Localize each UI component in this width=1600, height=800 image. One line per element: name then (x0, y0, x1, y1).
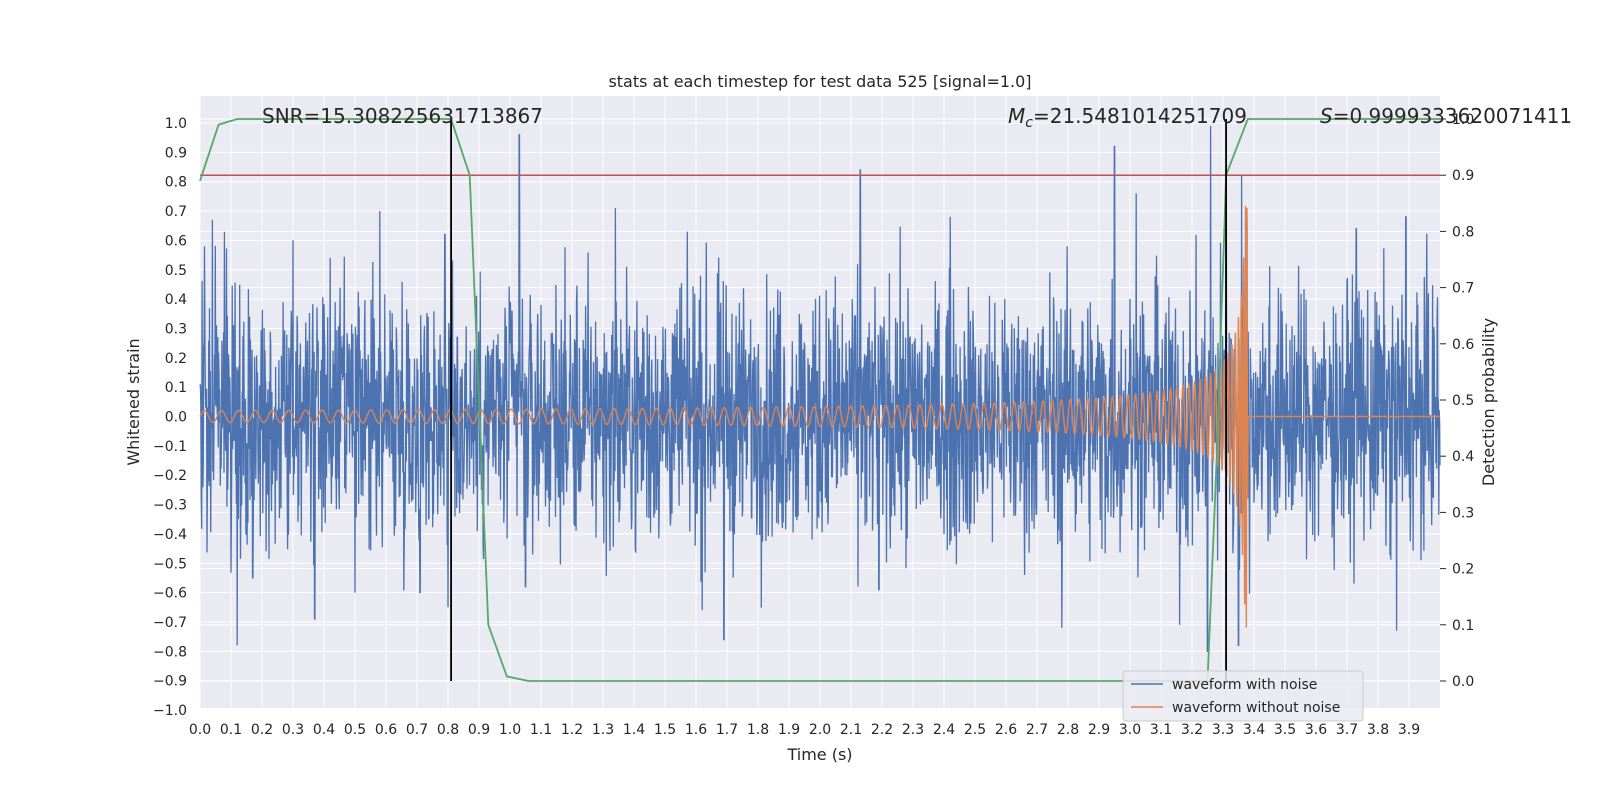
legend-item-noise: waveform with noise (1172, 677, 1317, 693)
x-tick-label: 1.7 (716, 722, 738, 738)
y-tick-label: −0.3 (153, 498, 187, 514)
y-tick-label: −0.6 (153, 586, 187, 602)
y2-tick-label: 0.0 (1452, 674, 1474, 690)
y-tick-label: 0.1 (165, 380, 187, 396)
chirp-mass-symbol: M (1008, 104, 1025, 128)
y-tick-label: −0.1 (153, 439, 187, 455)
x-tick-label: 0.2 (251, 722, 273, 738)
y-tick-label: −0.7 (153, 615, 187, 631)
legend-box (1122, 670, 1364, 722)
x-tick-label: 0.6 (375, 722, 397, 738)
x-tick-label: 2.2 (871, 722, 893, 738)
x-axis-label: Time (s) (786, 745, 852, 764)
x-tick-label: 1.0 (499, 722, 521, 738)
x-tick-label: 2.4 (933, 722, 955, 738)
x-tick-label: 1.5 (654, 722, 676, 738)
y-tick-label: −0.4 (153, 527, 187, 543)
y2-tick-label: 0.9 (1452, 168, 1474, 184)
y2-axis-label: Detection probability (1479, 318, 1498, 486)
chirp-mass-value: =21.5481014251709 (1033, 104, 1247, 128)
x-tick-label: 3.9 (1398, 722, 1420, 738)
x-tick-label: 3.5 (1274, 722, 1296, 738)
x-tick-label: 3.6 (1305, 722, 1327, 738)
s-value: =0.9999333620071411 (1333, 104, 1572, 128)
x-tick-label: 0.3 (282, 722, 304, 738)
x-tick-label: 3.0 (1119, 722, 1141, 738)
y-tick-label: −1.0 (153, 703, 187, 719)
x-tick-label: 3.3 (1212, 722, 1234, 738)
series-waveform-with-noise (199, 125, 1441, 652)
y-tick-label: 0.7 (165, 204, 187, 220)
y-tick-label: −0.5 (153, 556, 187, 572)
chirp-mass-annotation: Mc=21.5481014251709 (1008, 104, 1247, 131)
y-tick-label: −0.8 (153, 644, 187, 660)
vertical-markers (450, 119, 1227, 681)
x-tick-label: 1.1 (530, 722, 552, 738)
x-tick-label: 3.2 (1181, 722, 1203, 738)
s-symbol: S (1320, 104, 1333, 128)
chirp-mass-subscript: c (1025, 115, 1033, 131)
x-tick-label: 2.0 (809, 722, 831, 738)
y-tick-label: 0.8 (165, 175, 187, 191)
x-tick-label: 1.6 (685, 722, 707, 738)
chart-title: stats at each timestep for test data 525… (608, 72, 1031, 91)
y-tick-label: −0.2 (153, 468, 187, 484)
y2-tick-label: 0.8 (1452, 224, 1474, 240)
y-axis-ticks: 1.0 0.9 0.8 0.7 0.6 0.5 0.4 0.3 0.2 0.1 0.0 −0.1 −0.… (153, 116, 187, 719)
y-tick-label: 0.4 (165, 292, 187, 308)
x-tick-label: 1.4 (623, 722, 645, 738)
y-tick-label: 0.5 (165, 263, 187, 279)
y-tick-label: 0.6 (165, 233, 187, 249)
x-tick-label: 0.1 (220, 722, 242, 738)
y2-tick-label: 0.6 (1452, 337, 1474, 353)
x-tick-label: 2.9 (1088, 722, 1110, 738)
x-tick-label: 0.5 (344, 722, 366, 738)
legend: waveform with noise waveform without noi… (1122, 670, 1364, 722)
x-tick-label: 3.1 (1150, 722, 1172, 738)
x-tick-label: 0.8 (437, 722, 459, 738)
y2-tick-label: 0.3 (1452, 505, 1474, 521)
x-tick-label: 1.2 (561, 722, 583, 738)
x-tick-label: 2.1 (840, 722, 862, 738)
x-tick-label: 3.7 (1336, 722, 1358, 738)
x-tick-label: 1.9 (778, 722, 800, 738)
y2-tick-label: 0.2 (1452, 562, 1474, 578)
x-tick-label: 2.7 (1026, 722, 1048, 738)
legend-item-clean: waveform without noise (1172, 700, 1340, 716)
x-tick-label: 3.8 (1367, 722, 1389, 738)
x-axis-ticks: 0.0 0.1 0.2 0.3 0.4 0.5 0.6 0.7 0.8 0.9 1.0 1.1 1.2 1… (189, 722, 1420, 738)
y2-tick-label: 1.0 (1452, 112, 1474, 128)
y-tick-label: −0.9 (153, 674, 187, 690)
series-waveform-without-noise (199, 205, 1440, 628)
y-axis-label: Whitened strain (124, 338, 143, 465)
y-tick-label: 0.0 (165, 410, 187, 426)
y2-axis-ticks: 1.0 0.9 0.8 0.7 0.6 0.5 0.4 0.3 0.2 0.1 0.0 (1440, 112, 1474, 690)
s-annotation: S=0.9999333620071411 (1320, 104, 1572, 128)
y-tick-label: 0.3 (165, 321, 187, 337)
x-tick-label: 0.4 (313, 722, 335, 738)
x-tick-label: 0.9 (468, 722, 490, 738)
x-tick-label: 2.6 (995, 722, 1017, 738)
y-tick-label: 0.9 (165, 145, 187, 161)
y2-tick-label: 0.4 (1452, 449, 1474, 465)
x-tick-label: 2.5 (964, 722, 986, 738)
x-tick-label: 1.8 (747, 722, 769, 738)
y2-tick-label: 0.7 (1452, 281, 1474, 297)
x-tick-label: 0.0 (189, 722, 211, 738)
snr-annotation: SNR=15.308225631713867 (262, 104, 543, 128)
x-tick-label: 2.8 (1057, 722, 1079, 738)
y2-tick-label: 0.1 (1452, 618, 1474, 634)
y2-tick-label: 0.5 (1452, 393, 1474, 409)
x-tick-label: 2.3 (902, 722, 924, 738)
y-tick-label: 0.2 (165, 351, 187, 367)
y-tick-label: 1.0 (165, 116, 187, 132)
x-tick-label: 3.4 (1243, 722, 1265, 738)
x-tick-label: 1.3 (592, 722, 614, 738)
x-tick-label: 0.7 (406, 722, 428, 738)
